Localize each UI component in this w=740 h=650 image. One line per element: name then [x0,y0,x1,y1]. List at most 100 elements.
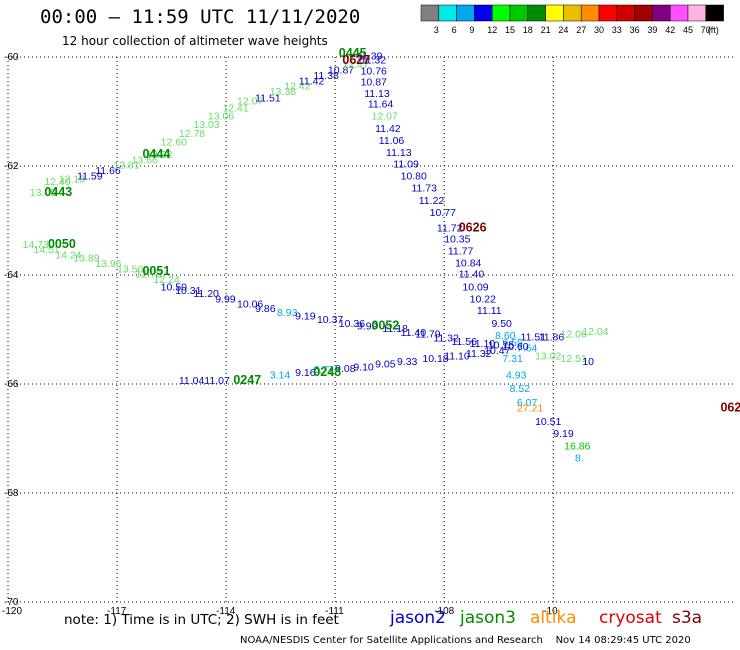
wave-height-value: 10.87 [328,64,354,76]
wave-height-value: 10.18 [422,353,448,365]
wave-height-value: 12.24 [153,274,179,286]
wave-height-value: 7.31 [502,353,523,365]
wave-height-value: 12.78 [179,128,205,140]
mission-jason2: jason2 [390,608,446,628]
wave-height-value: 9.86 [255,303,276,315]
scale-swatch [491,4,511,22]
footer-note: note: 1) Time is in UTC; 2) SWH is in fe… [64,612,339,628]
wave-height-value: 13.66 [132,154,158,166]
wave-height-value: 11.13 [386,147,412,159]
pass-number-label: 0444 [142,147,170,161]
axis-ticks: -120 -117 -114 -111 -108 -10 -60 -62 -64 -66 -68 -7… [2,52,558,617]
scale-swatch [598,4,618,22]
wave-height-value: 13.06 [208,111,234,123]
wave-height-value: 12.73 [135,269,161,281]
pass-number-label: 0052 [372,319,400,333]
wave-height-value: 9.99 [215,293,236,305]
x-tick-label: -111 [325,606,344,617]
wave-height-value: 3.14 [270,370,291,382]
wave-height-value: 13.03 [193,119,219,131]
mission-cryosat: cryosat [599,608,662,628]
wave-height-value: 11.77 [448,245,474,257]
wave-height-value: 12.40 [44,176,70,188]
wave-height-value: 9.19 [295,311,316,323]
credit-line: NOAA/NESDIS Center for Satellite Applica… [240,635,691,646]
scale-label: 3 [434,25,439,35]
scale-unit: (ft) [708,25,719,35]
scale-swatch [456,4,475,22]
scale-swatch [669,4,689,22]
wave-height-value: 10.47 [484,345,510,357]
wave-height-value: 10.35 [444,233,470,245]
y-tick-label: -60 [4,52,19,63]
scale-swatch [652,4,671,22]
scale-swatch [563,4,582,22]
wave-height-value: 12.04 [582,326,608,338]
wave-height-value: 11.73 [411,183,437,195]
wave-height-value: 16.86 [564,440,590,452]
wave-height-value: 11.59 [77,171,103,183]
color-scale-legend: 3 6 9 12 15 18 21 24 27 30 33 36 39 42 45 70(ft) [420,4,724,35]
wave-height-value: 11.11 [477,305,502,317]
wave-height-value: 11.18 [382,323,408,335]
wave-height-value: 11.66 [95,165,121,177]
wave-height-value: 10.37 [317,314,343,326]
wave-height-value: 10.77 [430,207,456,219]
scale-label: 18 [523,25,533,35]
scale-swatch [616,4,635,22]
wave-height-value: 14.51 [33,244,59,256]
mission-s3a: s3a [672,608,703,628]
wave-height-value: 11.56 [451,336,477,348]
wave-height-value: 12.07 [237,95,263,107]
wave-height-value: 12.41 [222,103,248,115]
wave-height-value: 11.38 [313,70,339,82]
x-tick-label: -117 [107,606,127,617]
pass-number-label: 0627 [342,53,370,67]
wave-height-value: 13.02 [535,350,561,362]
wave-height-value: 11.13 [364,88,390,100]
scale-label: 15 [505,25,515,35]
scale-label: 21 [541,25,551,35]
scale-label: 6 [452,25,457,35]
scale-label: 42 [665,25,675,35]
wave-height-value: 11.06 [379,135,405,147]
pass-number-label: 0051 [142,264,170,278]
scale-label: 12 [487,25,497,35]
pass-number-label: 062 [720,400,740,414]
wave-height-value: 10.84 [455,257,481,269]
scale-swatch [634,4,653,22]
scale-label: 36 [630,25,640,35]
wave-height-value: 11.51 [255,93,281,105]
wave-height-value: 11.20 [193,288,219,300]
pass-number-label: 0443 [44,185,72,199]
wave-height-value: 10.09 [462,281,488,293]
wave-height-value: 11.32 [466,348,492,360]
wave-height-value: 11.42 [375,123,401,135]
wave-height-value: 14.73 [23,239,49,251]
wave-height-value: 11.86 [539,331,565,343]
scale-swatch [545,4,564,22]
wave-height-value: 6.55 [502,337,523,349]
wave-height-value: 12.60 [161,136,187,148]
wave-height-value: 10.80 [401,171,427,183]
wave-height-value: 10 [582,356,594,368]
x-tick-label: -10 [543,606,558,617]
pass-number-label: 0247 [233,373,261,387]
wave-height-value: 7.64 [517,342,538,354]
scale-swatch [687,4,707,22]
scale-label: 70 [701,25,711,35]
wave-height-value: 13.89 [73,252,99,264]
wave-height-value: 9.50 [491,318,512,330]
graticule [7,56,735,603]
x-tick-label: -120 [2,606,22,617]
scale-swatch [705,4,724,22]
scale-swatch [420,4,440,22]
wave-height-value: 11.42 [299,75,325,87]
wave-height-value: 11.40 [401,327,427,339]
chart-title: 00:00 – 11:59 UTC 11/11/2020 [40,6,361,28]
wave-height-value: 13.96 [95,258,121,270]
wave-height-value: 9.33 [397,356,418,368]
wave-height-value: 10.36 [339,318,365,330]
wave-height-value: 12.42 [284,81,310,93]
